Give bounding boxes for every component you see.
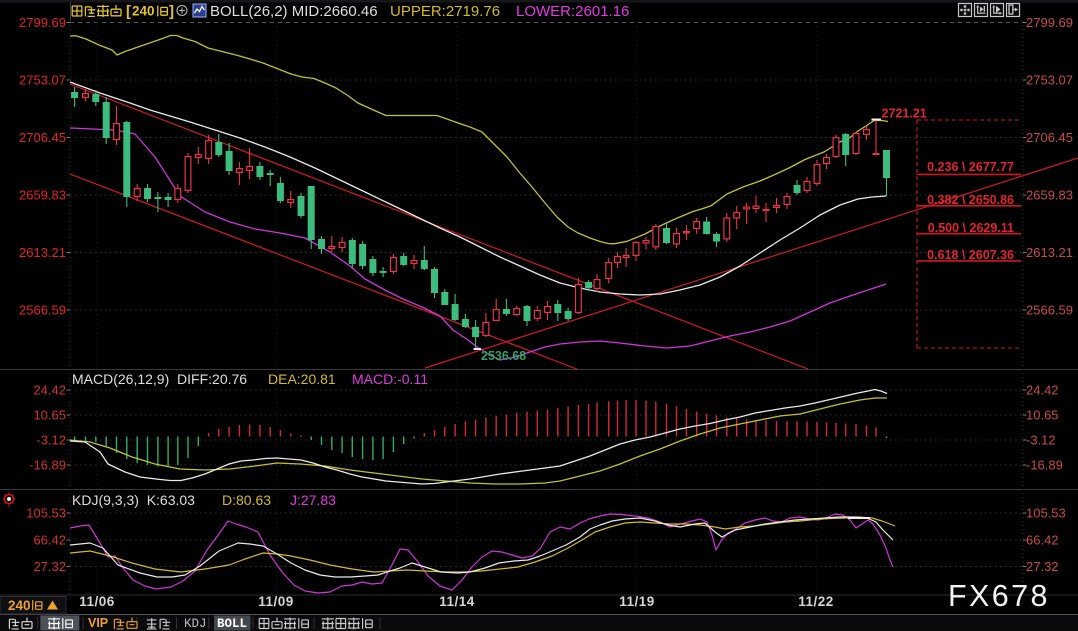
svg-text:]: ] bbox=[169, 3, 174, 20]
svg-text:2706.45: 2706.45 bbox=[19, 130, 66, 145]
svg-text:2613.21: 2613.21 bbox=[1026, 245, 1073, 260]
svg-text:2566.59: 2566.59 bbox=[19, 303, 66, 318]
svg-text:2613.21: 2613.21 bbox=[19, 245, 66, 260]
svg-text:D:80.63: D:80.63 bbox=[222, 492, 271, 508]
svg-text:11/09: 11/09 bbox=[258, 594, 294, 609]
svg-text:-16.89: -16.89 bbox=[29, 458, 66, 473]
svg-text:FX678: FX678 bbox=[948, 579, 1050, 613]
svg-text:BOLL: BOLL bbox=[217, 617, 247, 631]
svg-text:105.53: 105.53 bbox=[26, 506, 66, 521]
svg-text:2659.83: 2659.83 bbox=[19, 188, 66, 203]
svg-text:2799.69: 2799.69 bbox=[1026, 15, 1073, 30]
svg-text:2799.69: 2799.69 bbox=[19, 15, 66, 30]
svg-text:-3.12: -3.12 bbox=[36, 433, 66, 448]
svg-text:240: 240 bbox=[8, 598, 31, 613]
svg-text:2753.07: 2753.07 bbox=[1026, 73, 1073, 88]
svg-text:UPPER:2719.76: UPPER:2719.76 bbox=[390, 3, 500, 20]
svg-text:2659.83: 2659.83 bbox=[1026, 188, 1073, 203]
svg-text:2721.21: 2721.21 bbox=[882, 107, 927, 121]
svg-text:24.42: 24.42 bbox=[1026, 383, 1059, 398]
svg-text:2566.59: 2566.59 bbox=[1026, 303, 1073, 318]
svg-text:MACD(26,12,9) DIFF:20.76: MACD(26,12,9) DIFF:20.76 bbox=[72, 371, 247, 387]
svg-text:11/22: 11/22 bbox=[798, 594, 834, 609]
svg-text:11/19: 11/19 bbox=[619, 594, 655, 609]
svg-text:11/14: 11/14 bbox=[439, 594, 475, 609]
svg-text:66.42: 66.42 bbox=[1026, 533, 1059, 548]
svg-text:0.618 \ 2607.36: 0.618 \ 2607.36 bbox=[927, 248, 1014, 262]
svg-text:27.32: 27.32 bbox=[1026, 559, 1059, 574]
svg-text:240: 240 bbox=[132, 4, 155, 19]
svg-text:0.500 \ 2629.11: 0.500 \ 2629.11 bbox=[928, 221, 1014, 235]
svg-text:DEA:20.81: DEA:20.81 bbox=[268, 371, 336, 387]
svg-text:-3.12: -3.12 bbox=[1026, 433, 1056, 448]
svg-text:-16.89: -16.89 bbox=[1026, 458, 1063, 473]
svg-text:VIP: VIP bbox=[88, 616, 108, 630]
svg-text:KDJ: KDJ bbox=[184, 617, 207, 631]
svg-text:105.53: 105.53 bbox=[1026, 506, 1066, 521]
svg-text:BOLL(26,2) MID:2660.46: BOLL(26,2) MID:2660.46 bbox=[210, 3, 378, 20]
svg-text:10.65: 10.65 bbox=[33, 408, 66, 423]
svg-text:10.65: 10.65 bbox=[1026, 408, 1059, 423]
svg-text:2753.07: 2753.07 bbox=[19, 73, 66, 88]
svg-text:2536.68: 2536.68 bbox=[481, 349, 526, 363]
svg-text:LOWER:2601.16: LOWER:2601.16 bbox=[516, 3, 629, 20]
svg-text:0.382 \ 2650.86: 0.382 \ 2650.86 bbox=[927, 193, 1014, 207]
svg-text:66.42: 66.42 bbox=[33, 533, 66, 548]
svg-text:J:27.83: J:27.83 bbox=[290, 492, 336, 508]
svg-text:MACD:-0.11: MACD:-0.11 bbox=[352, 371, 428, 387]
svg-text:KDJ(9,3,3) K:63.03: KDJ(9,3,3) K:63.03 bbox=[72, 492, 195, 508]
svg-text:27.32: 27.32 bbox=[33, 559, 66, 574]
svg-text:24.42: 24.42 bbox=[33, 383, 66, 398]
svg-text:[: [ bbox=[126, 3, 131, 20]
svg-text:0.236 \ 2677.77: 0.236 \ 2677.77 bbox=[927, 160, 1014, 174]
svg-text:2706.45: 2706.45 bbox=[1026, 130, 1073, 145]
svg-text:11/06: 11/06 bbox=[79, 594, 115, 609]
